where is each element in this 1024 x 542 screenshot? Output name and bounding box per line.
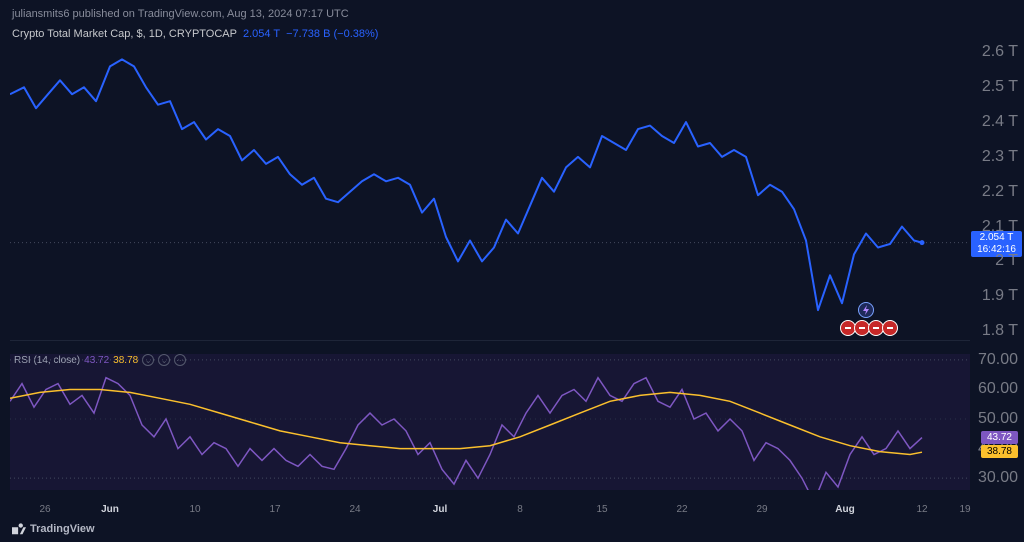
time-axis-label: 29 (756, 504, 767, 515)
price-ytick: 2 T (995, 252, 1018, 270)
time-axis-label: 19 (959, 504, 970, 515)
time-axis-label: 22 (676, 504, 687, 515)
price-ytick: 2.5 T (982, 78, 1018, 96)
time-axis-label: 26 (39, 504, 50, 515)
time-axis-label: 24 (349, 504, 360, 515)
publish-info: juliansmits6 published on TradingView.co… (12, 8, 349, 20)
price-ytick: 1.8 T (982, 322, 1018, 340)
price-ytick: 2.4 T (982, 113, 1018, 131)
time-axis-label: Aug (835, 504, 854, 515)
lightning-event-icon[interactable] (858, 302, 874, 318)
rsi-axis-tag-purple: 43.72 (981, 431, 1018, 444)
price-ytick: 2.1 T (982, 218, 1018, 236)
last-price: 2.054 T (243, 28, 280, 40)
symbol-name[interactable]: Crypto Total Market Cap, $, 1D, CRYPTOCA… (12, 28, 237, 40)
price-ytick: 1.9 T (982, 287, 1018, 305)
tradingview-logo-icon (12, 522, 26, 536)
tradingview-brand-text: TradingView (30, 523, 95, 535)
symbol-title-row: Crypto Total Market Cap, $, 1D, CRYPTOCA… (12, 28, 378, 40)
time-axis-label: 12 (916, 504, 927, 515)
rsi-ytick: 70.00 (978, 351, 1018, 369)
tradingview-branding[interactable]: TradingView (12, 522, 95, 536)
time-axis[interactable]: 26 Jun 10 17 24 Jul 8 15 22 29 Aug 12 19 (10, 504, 970, 520)
time-axis-label: 17 (269, 504, 280, 515)
time-axis-label: 15 (596, 504, 607, 515)
rsi-chart-svg (10, 354, 970, 490)
time-axis-label: Jul (433, 504, 447, 515)
price-ytick: 2.3 T (982, 148, 1018, 166)
price-ytick: 2.2 T (982, 183, 1018, 201)
rsi-axis-tag-yellow: 38.78 (981, 445, 1018, 458)
rsi-ytick: 30.00 (978, 469, 1018, 487)
rsi-ytick: 50.00 (978, 410, 1018, 428)
time-axis-label: Jun (101, 504, 119, 515)
pane-divider[interactable] (10, 340, 970, 341)
time-axis-label: 10 (189, 504, 200, 515)
price-change: −7.738 B (−0.38%) (286, 28, 378, 40)
price-chart-svg (10, 42, 970, 338)
rsi-pane[interactable]: RSI (14, close) 43.72 38.78 ⌄ ⌄ ⋯ 30.004… (10, 354, 970, 490)
rsi-ytick: 60.00 (978, 380, 1018, 398)
price-ytick: 2.6 T (982, 43, 1018, 61)
event-pills[interactable] (842, 320, 898, 336)
price-pane[interactable]: 2.054 T 16:42:16 1.8 T1.9 T2 T2.1 T2.2 T… (10, 42, 970, 338)
event-pill-icon[interactable] (882, 320, 898, 336)
time-axis-label: 8 (517, 504, 523, 515)
